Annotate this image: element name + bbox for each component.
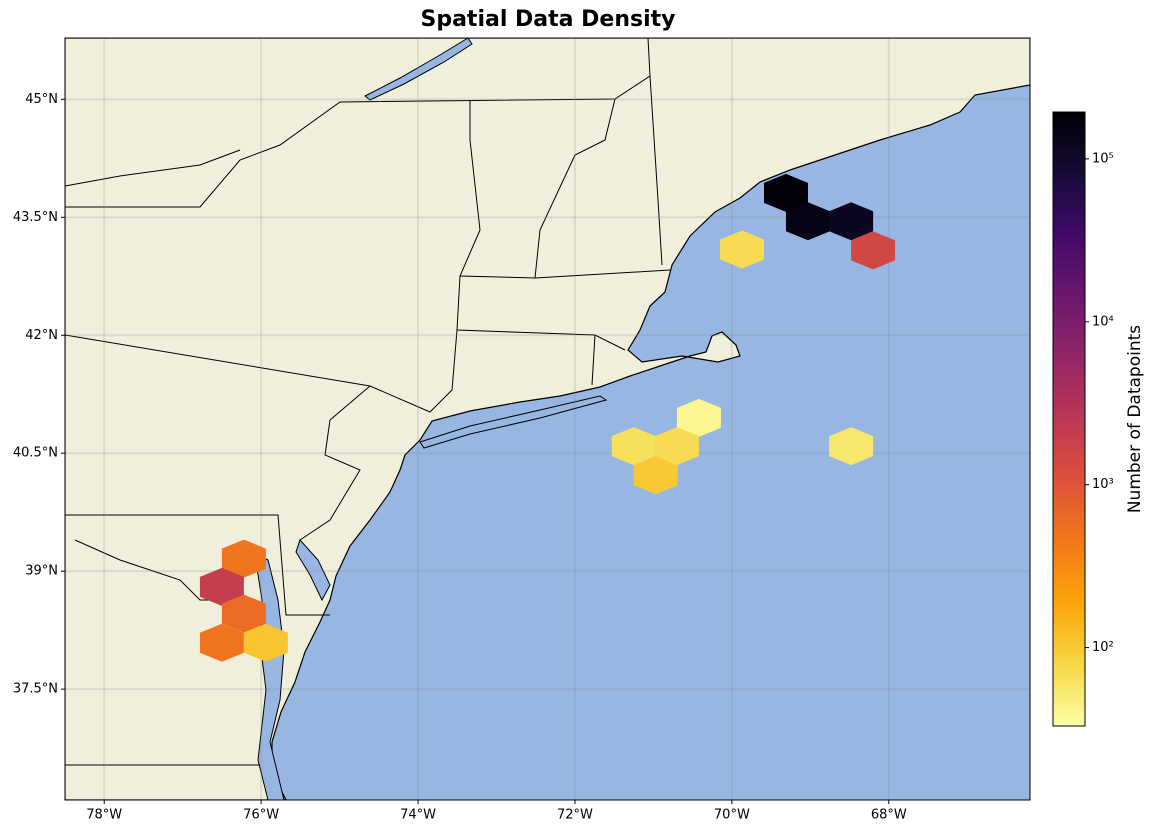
border [65,514,330,616]
border [591,334,596,386]
land [65,38,1030,800]
borders [65,38,671,766]
border [299,385,371,541]
x-tick-label: 78°W [86,808,122,823]
hexbin [676,398,721,437]
border [65,329,458,413]
border [649,75,663,266]
colorbar-tick-label: 10⁴ [1092,314,1114,329]
colorbar-tick-label: 10⁵ [1092,151,1114,166]
hexbin [720,230,765,269]
hexbin [654,427,699,466]
hexbin [611,427,656,466]
colorbar-tick-label: 10³ [1092,477,1114,492]
map [65,38,1030,800]
delaware-bay [295,539,331,602]
hexbin [221,539,266,578]
y-tick-label: 45°N [25,92,58,107]
hexbin [829,427,874,466]
chart-title: Spatial Data Density [420,7,675,32]
x-tick-label: 68°W [871,808,907,823]
hexbin [633,456,678,495]
map-frame [64,37,1031,801]
border [456,275,626,351]
hexbins [199,173,896,662]
hexbin [199,567,244,606]
colorbar [1052,111,1086,727]
hexbin [221,594,266,633]
colorbar-label: Number of Datapoints [1125,325,1145,513]
x-tick-label: 72°W [557,808,593,823]
border [65,38,651,208]
hexbin [764,173,809,212]
border [65,149,241,187]
colorbar-tick-label: 10² [1092,640,1114,655]
hexbin [243,623,288,662]
hexbin [199,623,244,662]
border [534,269,671,279]
hexbin [785,202,830,241]
y-tick-label: 42°N [25,328,58,343]
y-tick-label: 40.5°N [13,446,58,461]
x-tick-label: 74°W [400,808,436,823]
hexbin [829,202,874,241]
hexbin [851,231,896,270]
st-lawrence [364,38,473,101]
x-tick-label: 70°W [714,808,750,823]
y-tick-label: 43.5°N [13,210,58,225]
y-tick-label: 39°N [25,564,58,579]
x-tick-label: 76°W [243,808,279,823]
long-island-sound [419,395,608,449]
y-tick-label: 37.5°N [13,682,58,697]
